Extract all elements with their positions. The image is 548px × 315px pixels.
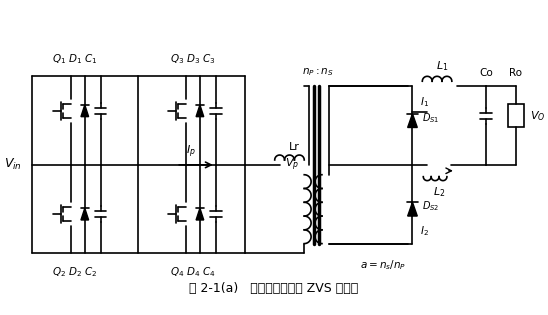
Text: $L_1$: $L_1$ <box>436 60 448 73</box>
Text: Co: Co <box>480 68 493 78</box>
Text: $Q_1\ D_1\ C_1$: $Q_1\ D_1\ C_1$ <box>52 53 98 66</box>
Text: Ro: Ro <box>509 68 522 78</box>
Polygon shape <box>81 105 89 117</box>
Text: $V_{in}$: $V_{in}$ <box>4 157 22 172</box>
Polygon shape <box>408 114 417 128</box>
Bar <box>508 104 524 128</box>
Polygon shape <box>196 208 204 220</box>
Text: $Q_3\ D_3\ C_3$: $Q_3\ D_3\ C_3$ <box>170 53 216 66</box>
Text: $D_{S1}$: $D_{S1}$ <box>423 111 439 124</box>
Text: Lr: Lr <box>289 142 300 152</box>
Text: $n_P:n_S$: $n_P:n_S$ <box>302 66 334 78</box>
Text: $Q_2\ D_2\ C_2$: $Q_2\ D_2\ C_2$ <box>52 265 98 279</box>
Polygon shape <box>196 105 204 117</box>
Text: $L_2$: $L_2$ <box>433 186 445 199</box>
Text: $V_p$: $V_p$ <box>285 157 299 173</box>
Text: 图 2-1(a)   改进型移相全桥 ZVS 主电路: 图 2-1(a) 改进型移相全桥 ZVS 主电路 <box>189 282 358 295</box>
Polygon shape <box>408 202 417 216</box>
Text: $Q_4\ D_4\ C_4$: $Q_4\ D_4\ C_4$ <box>170 265 216 279</box>
Text: $D_{S2}$: $D_{S2}$ <box>423 199 439 213</box>
Text: $I_p$: $I_p$ <box>186 144 196 160</box>
Text: $V_O$: $V_O$ <box>529 109 545 123</box>
Text: $I_2$: $I_2$ <box>420 224 429 238</box>
Polygon shape <box>81 208 89 220</box>
Text: $I_1$: $I_1$ <box>420 95 430 109</box>
Text: $a=n_s/n_P$: $a=n_s/n_P$ <box>360 258 406 272</box>
